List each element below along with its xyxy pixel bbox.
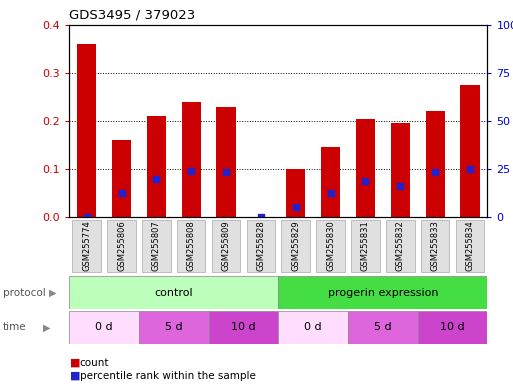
Point xyxy=(396,183,404,189)
Text: GSM255806: GSM255806 xyxy=(117,220,126,271)
Point xyxy=(222,169,230,175)
Text: 0 d: 0 d xyxy=(304,322,322,333)
Text: GSM255807: GSM255807 xyxy=(152,220,161,271)
Point xyxy=(83,214,91,220)
Text: GSM255829: GSM255829 xyxy=(291,220,300,271)
FancyBboxPatch shape xyxy=(72,220,101,271)
Text: progerin expression: progerin expression xyxy=(328,288,438,298)
Text: 5 d: 5 d xyxy=(374,322,391,333)
FancyBboxPatch shape xyxy=(351,220,380,271)
Text: 5 d: 5 d xyxy=(165,322,183,333)
Text: ■: ■ xyxy=(70,371,81,381)
Bar xyxy=(147,116,166,217)
Bar xyxy=(425,111,445,217)
FancyBboxPatch shape xyxy=(69,276,278,309)
FancyBboxPatch shape xyxy=(278,276,487,309)
Bar xyxy=(216,107,235,217)
Point xyxy=(152,175,161,182)
Point xyxy=(117,190,126,196)
Text: count: count xyxy=(80,358,109,368)
FancyBboxPatch shape xyxy=(278,311,348,344)
Text: percentile rank within the sample: percentile rank within the sample xyxy=(80,371,255,381)
Point xyxy=(257,214,265,220)
FancyBboxPatch shape xyxy=(107,220,136,271)
FancyBboxPatch shape xyxy=(386,220,415,271)
Text: GSM255808: GSM255808 xyxy=(187,220,195,271)
Point xyxy=(187,168,195,174)
Text: GSM255830: GSM255830 xyxy=(326,220,335,271)
FancyBboxPatch shape xyxy=(209,311,278,344)
FancyBboxPatch shape xyxy=(456,220,484,271)
Text: GSM255832: GSM255832 xyxy=(396,220,405,271)
Text: protocol: protocol xyxy=(3,288,45,298)
Text: GDS3495 / 379023: GDS3495 / 379023 xyxy=(69,8,195,21)
Text: ▶: ▶ xyxy=(43,322,50,333)
Point xyxy=(466,166,474,172)
FancyBboxPatch shape xyxy=(212,220,240,271)
Text: control: control xyxy=(154,288,193,298)
Bar xyxy=(286,169,305,217)
Bar xyxy=(321,147,340,217)
FancyBboxPatch shape xyxy=(317,220,345,271)
Bar xyxy=(112,140,131,217)
Point xyxy=(326,190,334,196)
Bar xyxy=(182,102,201,217)
Text: GSM255828: GSM255828 xyxy=(256,220,265,271)
FancyBboxPatch shape xyxy=(177,220,206,271)
Text: ▶: ▶ xyxy=(49,288,56,298)
FancyBboxPatch shape xyxy=(421,220,449,271)
FancyBboxPatch shape xyxy=(139,311,209,344)
Text: GSM255809: GSM255809 xyxy=(222,220,230,271)
Point xyxy=(361,178,369,184)
Text: GSM255833: GSM255833 xyxy=(430,220,440,271)
Text: 10 d: 10 d xyxy=(440,322,465,333)
Text: 10 d: 10 d xyxy=(231,322,256,333)
FancyBboxPatch shape xyxy=(348,311,418,344)
FancyBboxPatch shape xyxy=(282,220,310,271)
Text: 0 d: 0 d xyxy=(95,322,113,333)
Bar xyxy=(77,44,96,217)
Text: GSM255774: GSM255774 xyxy=(82,220,91,271)
Text: time: time xyxy=(3,322,26,333)
FancyBboxPatch shape xyxy=(69,311,139,344)
Bar xyxy=(391,123,410,217)
Text: GSM255834: GSM255834 xyxy=(465,220,475,271)
Point xyxy=(431,169,439,175)
FancyBboxPatch shape xyxy=(418,311,487,344)
Text: GSM255831: GSM255831 xyxy=(361,220,370,271)
Text: ■: ■ xyxy=(70,358,81,368)
Bar xyxy=(356,119,375,217)
Bar xyxy=(460,85,480,217)
FancyBboxPatch shape xyxy=(247,220,275,271)
Point xyxy=(291,204,300,210)
FancyBboxPatch shape xyxy=(142,220,171,271)
